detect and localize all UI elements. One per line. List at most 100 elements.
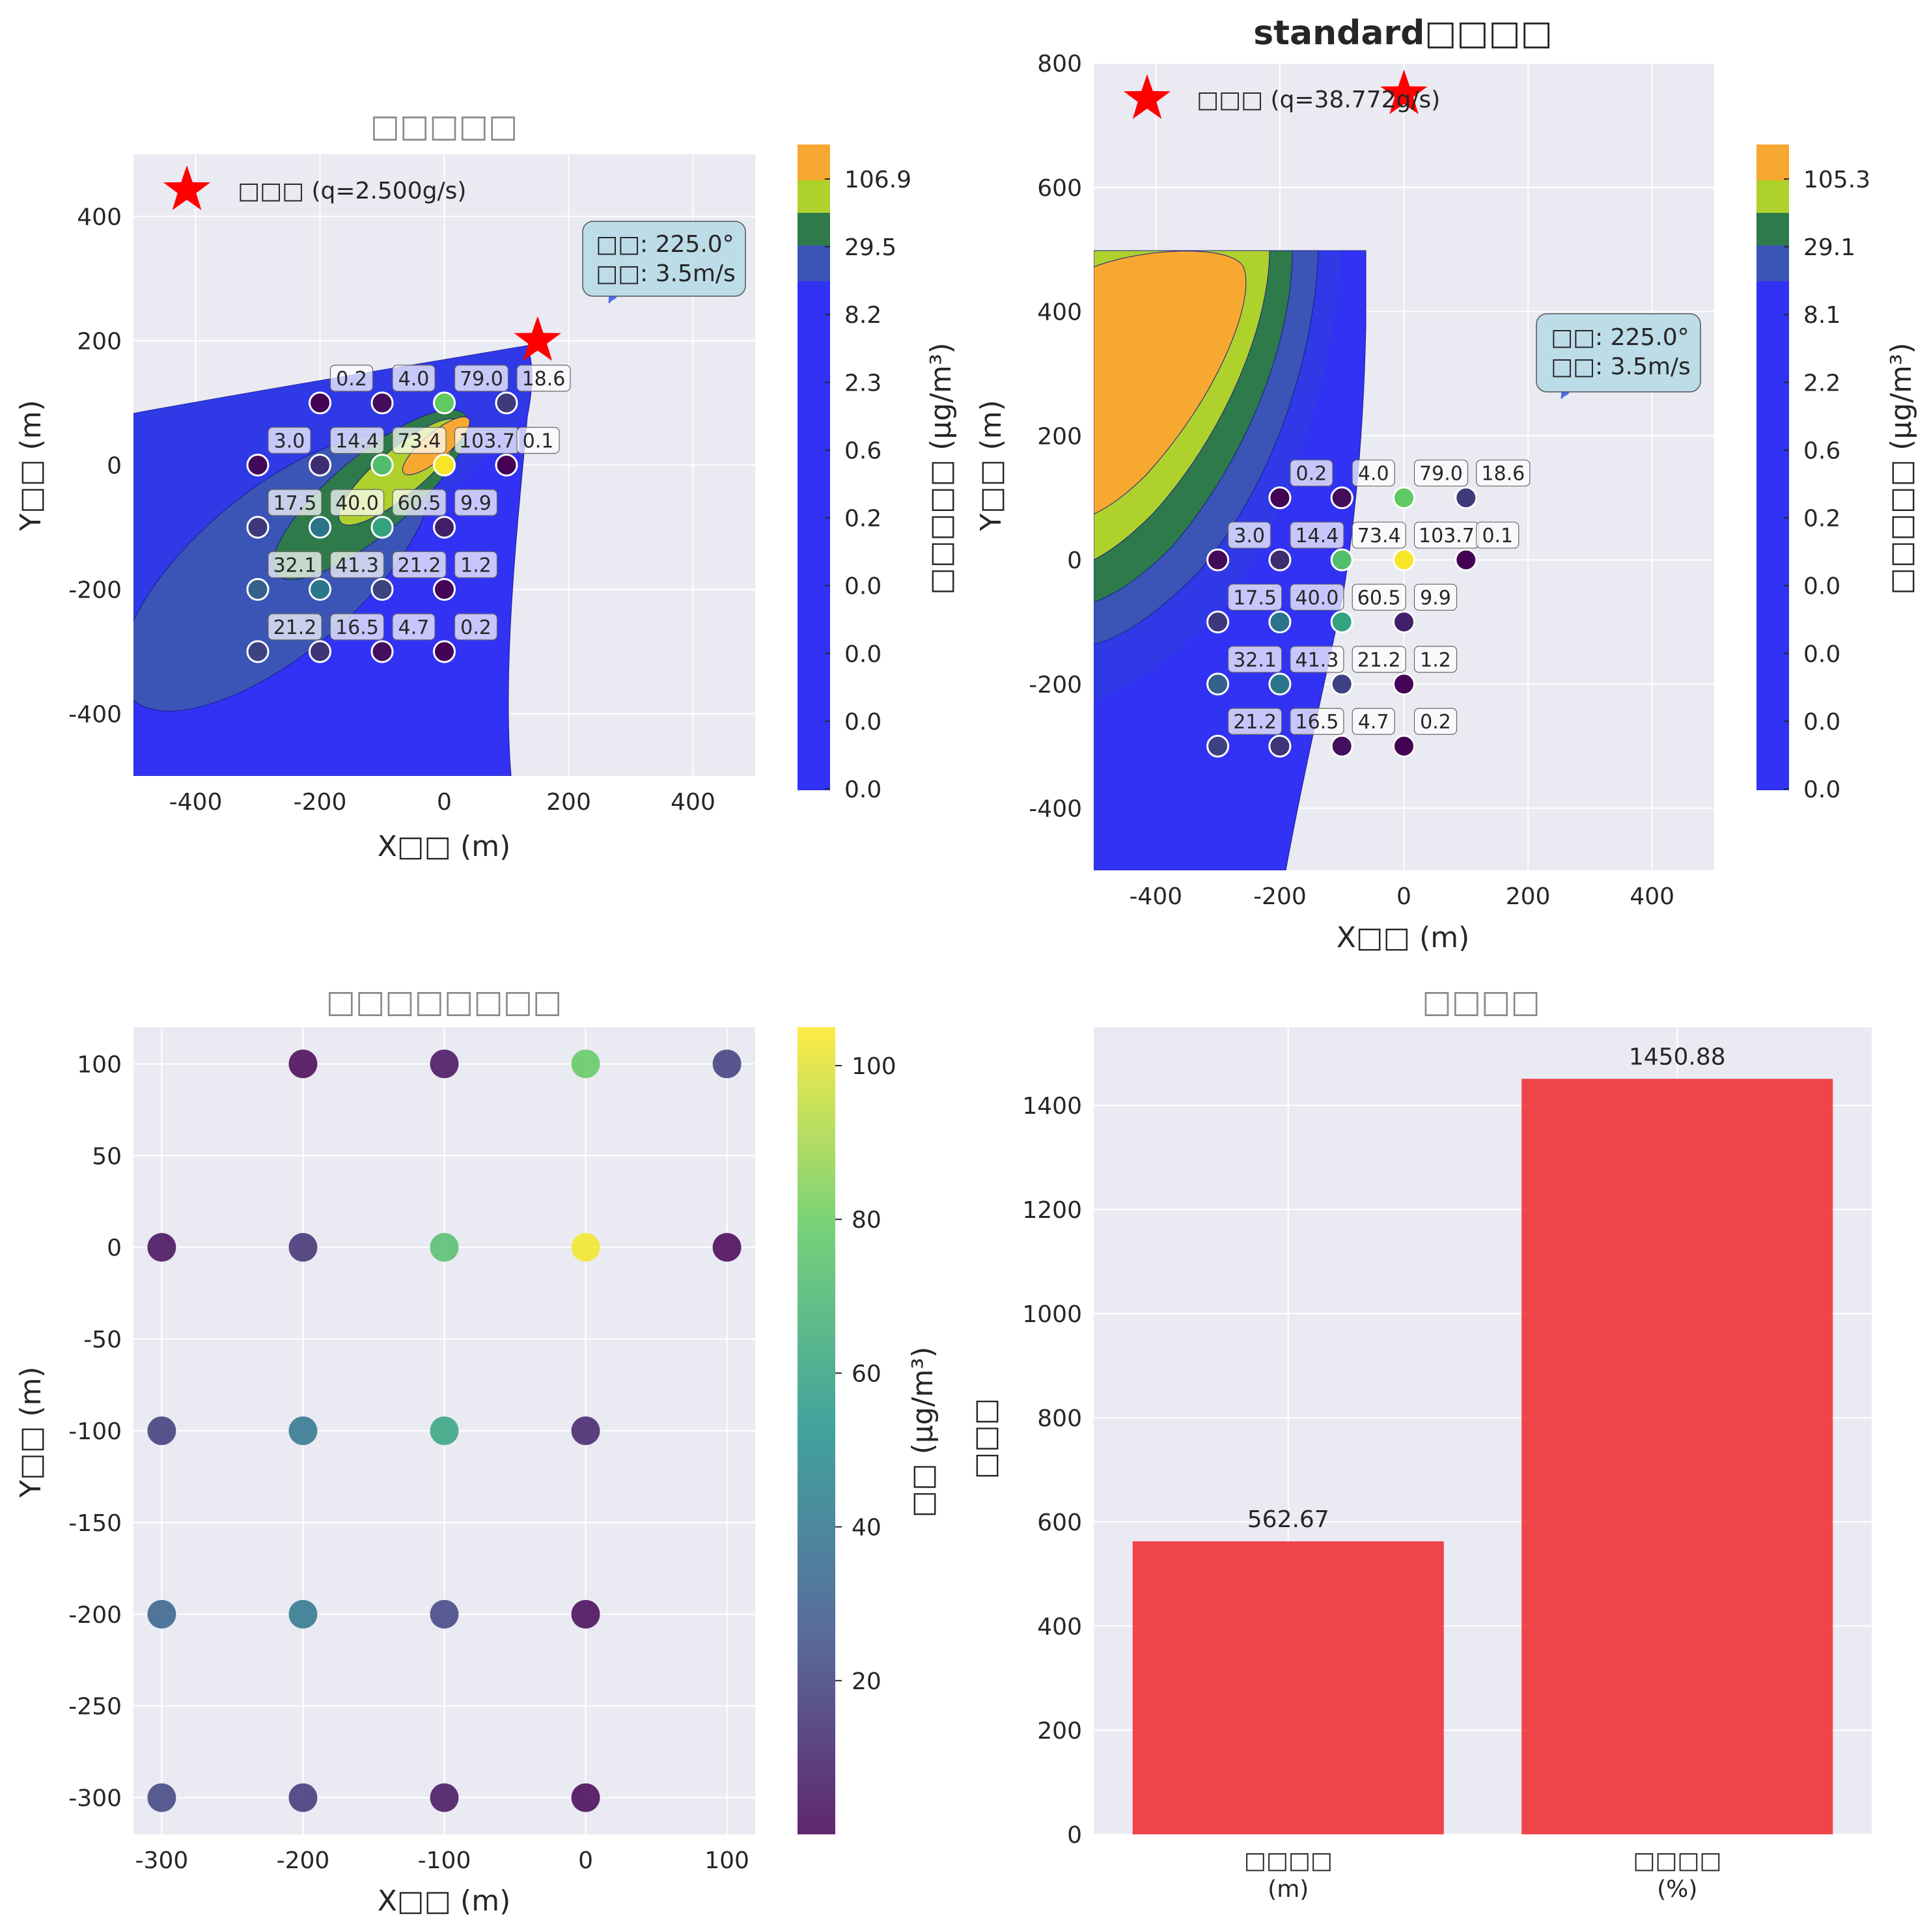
y-tick-label: -200 (1029, 672, 1082, 698)
value-label-box (329, 551, 385, 579)
observation-point (1206, 672, 1230, 696)
y-tick-label: -400 (1029, 796, 1082, 823)
observation-point (1206, 734, 1230, 758)
wind-direction: □□: 225.0° (596, 231, 734, 258)
value-label: 79.0 (460, 368, 503, 391)
scatter-points (147, 1049, 742, 1812)
x-tick-label: □□□□ (1244, 1847, 1333, 1874)
y-tick-label: -50 (83, 1327, 122, 1353)
observation-point (1393, 672, 1415, 696)
observation-point (1330, 486, 1353, 510)
colorbar-ticks: 105.3 29.1 8.1 2.2 0.6 0.2 0.0 0.0 0.0 0.0 (1784, 167, 1870, 803)
x-tick-label: -200 (1253, 883, 1307, 910)
value-label-box (454, 613, 498, 641)
x-tick-label: 0 (1396, 883, 1411, 910)
y-axis-label: Y□□ (m) (14, 1366, 48, 1498)
value-label: 3.0 (274, 430, 305, 453)
value-label-box (1290, 646, 1344, 673)
value-label: 0.1 (1482, 525, 1513, 547)
value-label: 32.1 (1233, 649, 1277, 672)
colorbar-tick-label: 0.0 (844, 709, 881, 736)
value-label: 103.7 (459, 430, 515, 453)
value-label-box (1413, 460, 1469, 487)
observation-point (1268, 734, 1292, 758)
colorbar-swatch (1756, 213, 1789, 245)
observation-point (246, 640, 270, 663)
colorbar-tick-label: 2.3 (844, 370, 881, 396)
value-label-box (268, 489, 322, 516)
colorbar-tick-label: 8.2 (844, 302, 881, 329)
observation-point (1330, 610, 1353, 633)
emission-source (1380, 69, 1428, 115)
value-label-box (516, 365, 571, 392)
x-tick-label: 400 (1630, 883, 1674, 910)
colorbar-ticks: 106.9 29.5 8.2 2.3 0.6 0.2 0.0 0.0 0.0 0.0 (825, 167, 911, 803)
y-tick-label: -150 (68, 1510, 122, 1537)
value-label: 16.5 (335, 616, 379, 639)
value-label: 40.0 (1296, 586, 1339, 609)
x-tick-label: -300 (135, 1847, 189, 1874)
value-label-box (454, 551, 498, 579)
value-label: 40.0 (335, 492, 379, 515)
y-tick-label: 0 (1067, 1822, 1082, 1849)
wind-direction: □□: 225.0° (1551, 324, 1689, 351)
colorbar-tick-label: 40 (852, 1515, 881, 1541)
y-tick-label: 1200 (1022, 1197, 1082, 1224)
observation-point (246, 454, 270, 476)
wind-annotation: □□: 225.0° □□: 3.5m/s (582, 221, 746, 303)
y-tick-label: -200 (68, 1602, 122, 1629)
bar (1521, 1079, 1833, 1834)
value-label: 0.2 (1296, 463, 1327, 486)
value-label-box (268, 426, 311, 454)
scatter-point (288, 1783, 318, 1812)
colorbar-tick-label: 20 (852, 1668, 881, 1695)
colorbar-tick-label: 105.3 (1803, 167, 1870, 193)
panel-title: □□□□□□□□ (326, 984, 562, 1020)
value-label: 14.4 (1296, 525, 1339, 547)
bar-value-label: 1450.88 (1629, 1043, 1726, 1070)
value-label-box (1413, 583, 1458, 611)
y-tick-label: 0 (107, 1235, 122, 1262)
scatter-point (571, 1233, 600, 1262)
colorbar-swatch (1756, 281, 1789, 790)
observation-point (495, 391, 518, 415)
observation-points: 0.2 4.0 79.0 18.6 3.0 14.4 73.4 103.7 0.1 17.5 40.… (1206, 460, 1531, 758)
scatter-point (571, 1783, 600, 1812)
value-label: 73.4 (1357, 525, 1401, 547)
colorbar-swatch (798, 281, 830, 790)
scatter-point (288, 1233, 318, 1262)
x-axis-label: X□□ (m) (1337, 921, 1469, 954)
bar-value-label: 562.67 (1247, 1506, 1329, 1533)
colorbar-tick-label: 0.2 (844, 506, 881, 532)
observation-point (1268, 548, 1292, 572)
value-label: 0.1 (523, 430, 554, 453)
observation-point (1393, 734, 1415, 758)
legend-label: □□□ (q=2.500g/s) (238, 178, 466, 204)
emission-source (514, 316, 561, 361)
colorbar-label: □□ (μg/m³) (906, 1347, 939, 1518)
value-label: 103.7 (1419, 525, 1475, 547)
axis-ticks: -300 -200 -100 0 100 -300 -250 -200 -150 -100 -50 0… (68, 1051, 749, 1874)
colorbar-tick-label: 0.0 (1803, 777, 1840, 803)
observation-point (1393, 548, 1415, 572)
colorbar-tick-label: 0.2 (1803, 506, 1840, 532)
value-label: 9.9 (460, 492, 492, 515)
scatter-point (430, 1049, 459, 1079)
value-label: 73.4 (398, 430, 441, 453)
observation-point (1330, 548, 1353, 572)
x-tick-label: -200 (277, 1847, 330, 1874)
wind-speed: □□: 3.5m/s (596, 260, 736, 287)
value-label-box (268, 551, 322, 579)
observation-point (433, 391, 456, 415)
observation-point (1268, 486, 1292, 510)
value-label: 0.2 (336, 368, 367, 391)
star-icon (163, 165, 211, 210)
y-tick-label: -100 (68, 1418, 122, 1445)
x-tick-label: -400 (169, 789, 223, 816)
colorbar-tick-label: 106.9 (844, 167, 911, 193)
panel-top-left: □□□□□ 0.2 4.0 79.0 18.6 3.0 14.4 73.4 103.7 0.1 1… (14, 108, 958, 863)
scatter-point (147, 1783, 176, 1812)
value-label: 41.3 (1296, 649, 1339, 672)
value-label-box (1352, 460, 1395, 487)
